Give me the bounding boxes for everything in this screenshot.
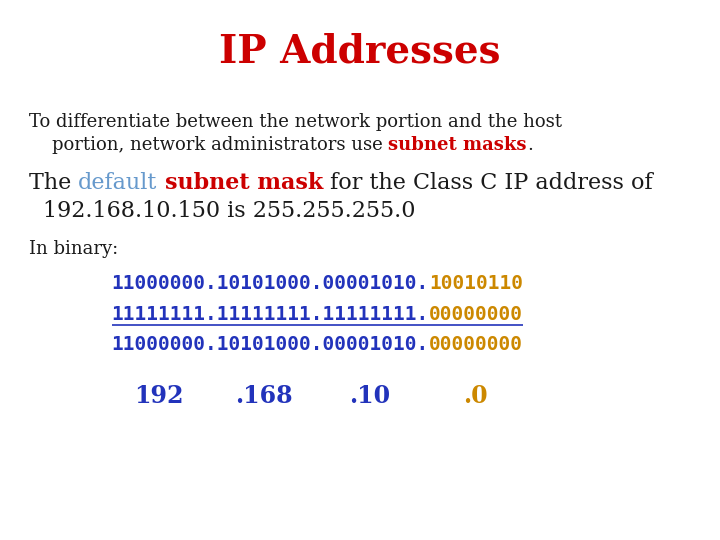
Text: subnet mask: subnet mask bbox=[165, 172, 323, 194]
Text: default: default bbox=[78, 172, 158, 194]
Text: In binary:: In binary: bbox=[29, 240, 118, 258]
Text: To differentiate between the network portion and the host: To differentiate between the network por… bbox=[29, 113, 562, 131]
Text: .0: .0 bbox=[464, 384, 488, 408]
Text: .: . bbox=[527, 136, 533, 154]
Text: 192: 192 bbox=[134, 384, 184, 408]
Text: 192.168.10.150 is 255.255.255.0: 192.168.10.150 is 255.255.255.0 bbox=[43, 200, 415, 222]
Text: The: The bbox=[29, 172, 78, 194]
Text: 10010110: 10010110 bbox=[429, 274, 523, 293]
Text: IP Addresses: IP Addresses bbox=[220, 32, 500, 70]
Text: for the Class C IP address of: for the Class C IP address of bbox=[323, 172, 652, 194]
Text: 11000000.10101000.00001010.: 11000000.10101000.00001010. bbox=[112, 274, 429, 293]
Text: portion, network administrators use: portion, network administrators use bbox=[29, 136, 388, 154]
Text: .168: .168 bbox=[235, 384, 293, 408]
Text: .10: .10 bbox=[349, 384, 391, 408]
Text: 00000000: 00000000 bbox=[429, 335, 523, 354]
Text: 00000000: 00000000 bbox=[429, 305, 523, 323]
Text: subnet masks: subnet masks bbox=[388, 136, 527, 154]
Text: 11000000.10101000.00001010.: 11000000.10101000.00001010. bbox=[112, 335, 429, 354]
Text: 11111111.11111111.11111111.: 11111111.11111111.11111111. bbox=[112, 305, 429, 323]
